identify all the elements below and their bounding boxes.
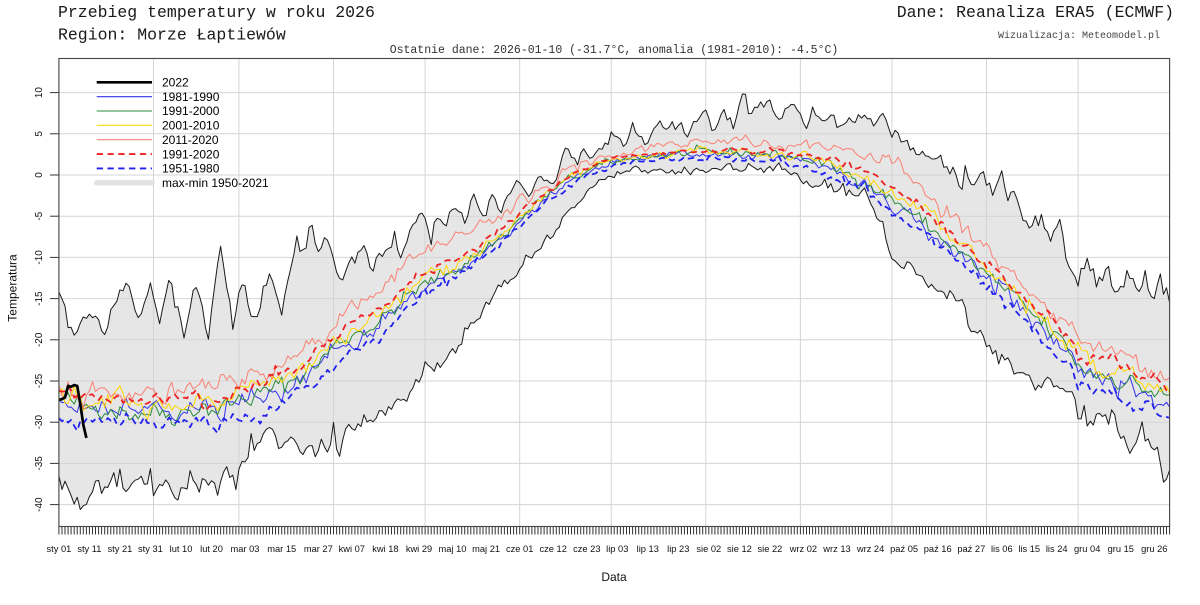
svg-text:2001-2010: 2001-2010: [162, 119, 220, 133]
svg-text:-30: -30: [34, 415, 45, 430]
svg-text:10: 10: [34, 87, 45, 99]
svg-text:2011-2020: 2011-2020: [162, 133, 219, 147]
svg-text:cze 23: cze 23: [573, 544, 600, 554]
svg-text:2022: 2022: [162, 76, 189, 90]
svg-text:1991-2000: 1991-2000: [162, 104, 220, 118]
svg-text:cze 01: cze 01: [506, 544, 533, 554]
svg-text:-5: -5: [34, 211, 45, 220]
svg-text:kwi 18: kwi 18: [372, 544, 398, 554]
svg-text:0: 0: [34, 172, 45, 178]
svg-text:gru 04: gru 04: [1074, 544, 1100, 554]
svg-text:sie 22: sie 22: [757, 544, 782, 554]
svg-text:wrz 13: wrz 13: [822, 544, 850, 554]
svg-text:mar 15: mar 15: [267, 544, 296, 554]
svg-text:-20: -20: [34, 332, 45, 347]
svg-text:lis 06: lis 06: [991, 544, 1013, 554]
svg-text:-10: -10: [34, 250, 45, 265]
svg-text:paź 16: paź 16: [924, 544, 952, 554]
svg-text:Wizualizacja: Meteomodel.pl: Wizualizacja: Meteomodel.pl: [998, 30, 1160, 42]
svg-text:Temperatura: Temperatura: [6, 254, 20, 322]
svg-text:sie 02: sie 02: [696, 544, 721, 554]
svg-text:5: 5: [34, 131, 45, 137]
svg-text:paź 27: paź 27: [957, 544, 985, 554]
svg-text:lis 24: lis 24: [1046, 544, 1068, 554]
svg-text:kwi 07: kwi 07: [339, 544, 365, 554]
svg-text:Region: Morze Łaptiewów: Region: Morze Łaptiewów: [58, 26, 286, 45]
svg-text:sty 31: sty 31: [138, 544, 163, 554]
svg-text:-40: -40: [34, 497, 45, 512]
svg-text:1981-1990: 1981-1990: [162, 90, 220, 104]
svg-text:Przebieg temperatury w roku 20: Przebieg temperatury w roku 2026: [58, 3, 375, 22]
svg-text:lut 10: lut 10: [170, 544, 193, 554]
svg-text:1951-1980: 1951-1980: [162, 162, 220, 176]
svg-text:wrz 24: wrz 24: [856, 544, 884, 554]
svg-text:sty 21: sty 21: [107, 544, 132, 554]
svg-text:Data: Data: [601, 570, 627, 584]
svg-text:lut 20: lut 20: [200, 544, 223, 554]
svg-text:maj 10: maj 10: [439, 544, 467, 554]
svg-text:1991-2020: 1991-2020: [162, 147, 220, 161]
svg-text:-25: -25: [34, 373, 45, 388]
svg-text:lip 13: lip 13: [637, 544, 659, 554]
svg-text:sie 12: sie 12: [727, 544, 752, 554]
svg-text:max-min 1950-2021: max-min 1950-2021: [162, 176, 269, 190]
svg-text:sty 01: sty 01: [46, 544, 71, 554]
svg-text:mar 03: mar 03: [231, 544, 260, 554]
svg-text:-35: -35: [34, 456, 45, 471]
svg-text:cze 12: cze 12: [539, 544, 566, 554]
svg-text:lip 23: lip 23: [667, 544, 689, 554]
svg-text:lis 15: lis 15: [1018, 544, 1040, 554]
svg-text:paź 05: paź 05: [890, 544, 918, 554]
svg-text:gru 26: gru 26: [1141, 544, 1167, 554]
svg-text:maj 21: maj 21: [472, 544, 500, 554]
svg-text:mar 27: mar 27: [304, 544, 333, 554]
svg-text:sty 11: sty 11: [77, 544, 101, 554]
svg-text:gru 15: gru 15: [1108, 544, 1134, 554]
svg-text:Dane: Reanaliza ERA5 (ECMWF): Dane: Reanaliza ERA5 (ECMWF): [897, 3, 1174, 22]
svg-text:kwi 29: kwi 29: [406, 544, 432, 554]
svg-text:wrz 02: wrz 02: [789, 544, 817, 554]
svg-text:lip 03: lip 03: [606, 544, 628, 554]
svg-text:-15: -15: [34, 291, 45, 306]
svg-text:Ostatnie dane: 2026-01-10 (-31: Ostatnie dane: 2026-01-10 (-31.7°C, anom…: [390, 44, 839, 57]
